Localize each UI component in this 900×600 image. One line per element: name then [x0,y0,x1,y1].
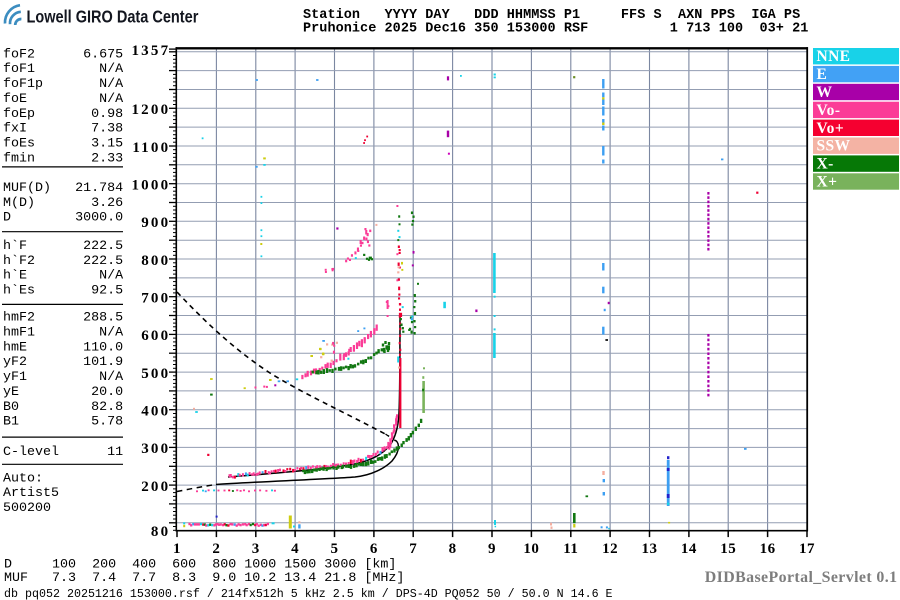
svg-text:300: 300 [141,441,170,457]
svg-text:3: 3 [252,541,260,557]
svg-text:D 3000.0: D 3000.0 [3,211,123,226]
svg-text:200: 200 [141,479,170,495]
svg-text:h`F 222.5: h`F 222.5 [3,239,123,254]
svg-text:yF1 N/A: yF1 N/A [3,370,123,385]
svg-text:hmF1 N/A: hmF1 N/A [3,326,123,341]
svg-text:Pruhonice 2025 Dec16 350 15300: Pruhonice 2025 Dec16 350 153000 RSF 1 71… [303,22,808,37]
svg-text:9: 9 [488,541,496,557]
svg-text:X-: X- [817,156,834,173]
svg-text:fxI 7.38: fxI 7.38 [3,122,123,137]
svg-text:500200: 500200 [3,501,51,516]
svg-text:NNE: NNE [817,48,851,65]
svg-text:Vo+: Vo+ [817,120,845,137]
svg-text:13: 13 [642,541,658,557]
svg-text:db pq052 20251216 153000.rsf /: db pq052 20251216 153000.rsf / 214fx512h… [4,587,613,600]
svg-text:Auto:: Auto: [3,471,43,486]
svg-text:17: 17 [799,541,815,557]
svg-text:15: 15 [720,541,736,557]
svg-text:MUF(D) 21.784: MUF(D) 21.784 [3,181,123,196]
svg-text:4: 4 [291,541,299,557]
svg-text:7: 7 [409,541,417,557]
svg-text:C-level 11: C-level 11 [3,445,123,460]
svg-text:foEp 0.98: foEp 0.98 [3,107,123,122]
svg-text:11: 11 [563,541,578,557]
svg-text:E: E [817,66,828,83]
svg-text:80: 80 [151,524,170,540]
svg-text:14: 14 [681,541,697,557]
svg-text:500: 500 [141,366,170,382]
svg-text:Artist5: Artist5 [3,486,59,501]
svg-text:MUF 7.3 7.4 7.7 8.3 9.0: MUF 7.3 7.4 7.7 8.3 9.0 10.2 13.4 21.8 [… [4,571,404,586]
svg-text:yE 20.0: yE 20.0 [3,385,123,400]
svg-text:D 100 200 400 600 800: D 100 200 400 600 800 1000 1500 3000 [km… [4,557,396,572]
svg-text:16: 16 [760,541,776,557]
svg-text:W: W [817,84,833,101]
svg-text:X+: X+ [817,174,838,191]
svg-text:hmE 110.0: hmE 110.0 [3,340,123,355]
svg-text:10: 10 [523,541,539,557]
svg-text:foF1 N/A: foF1 N/A [3,62,123,77]
svg-text:6: 6 [370,541,378,557]
svg-text:SSW: SSW [817,138,851,155]
svg-text:h`F2 222.5: h`F2 222.5 [3,254,123,269]
svg-text:hmF2 288.5: hmF2 288.5 [3,311,123,326]
svg-text:8: 8 [449,541,457,557]
svg-text:foE N/A: foE N/A [3,92,123,107]
svg-text:foEs 3.15: foEs 3.15 [3,137,123,152]
svg-text:600: 600 [141,328,170,344]
svg-text:B0 82.8: B0 82.8 [3,400,123,415]
svg-text:900: 900 [141,215,170,231]
svg-text:800: 800 [141,253,170,269]
svg-text:Vo-: Vo- [817,102,841,119]
svg-text:M(D) 3.26: M(D) 3.26 [3,196,123,211]
svg-text:1100: 1100 [132,140,170,156]
svg-text:12: 12 [602,541,618,557]
svg-text:1: 1 [173,541,181,557]
svg-text:h`E N/A: h`E N/A [3,269,123,284]
svg-text:400: 400 [141,404,170,420]
svg-text:foF1p N/A: foF1p N/A [3,77,123,92]
svg-text:5: 5 [331,541,339,557]
svg-text:2: 2 [212,541,220,557]
svg-text:h`Es 92.5: h`Es 92.5 [3,284,123,299]
svg-text:DIDBasePortal_Servlet 0.1: DIDBasePortal_Servlet 0.1 [705,569,898,586]
svg-text:1000: 1000 [131,178,170,194]
svg-text:1200: 1200 [131,102,170,118]
svg-text:yF2 101.9: yF2 101.9 [3,355,123,370]
svg-text:700: 700 [141,291,170,307]
svg-text:Station YYYY DAY DDD HHMMS: Station YYYY DAY DDD HHMMSS P1 FFS S AXN… [303,8,800,23]
svg-text:foF2 6.675: foF2 6.675 [3,47,123,62]
svg-text:1357: 1357 [131,43,170,59]
svg-text:B1 5.78: B1 5.78 [3,415,123,430]
svg-text:fmin 2.33: fmin 2.33 [3,151,123,166]
svg-text:Lowell GIRO Data Center: Lowell GIRO Data Center [26,7,199,27]
